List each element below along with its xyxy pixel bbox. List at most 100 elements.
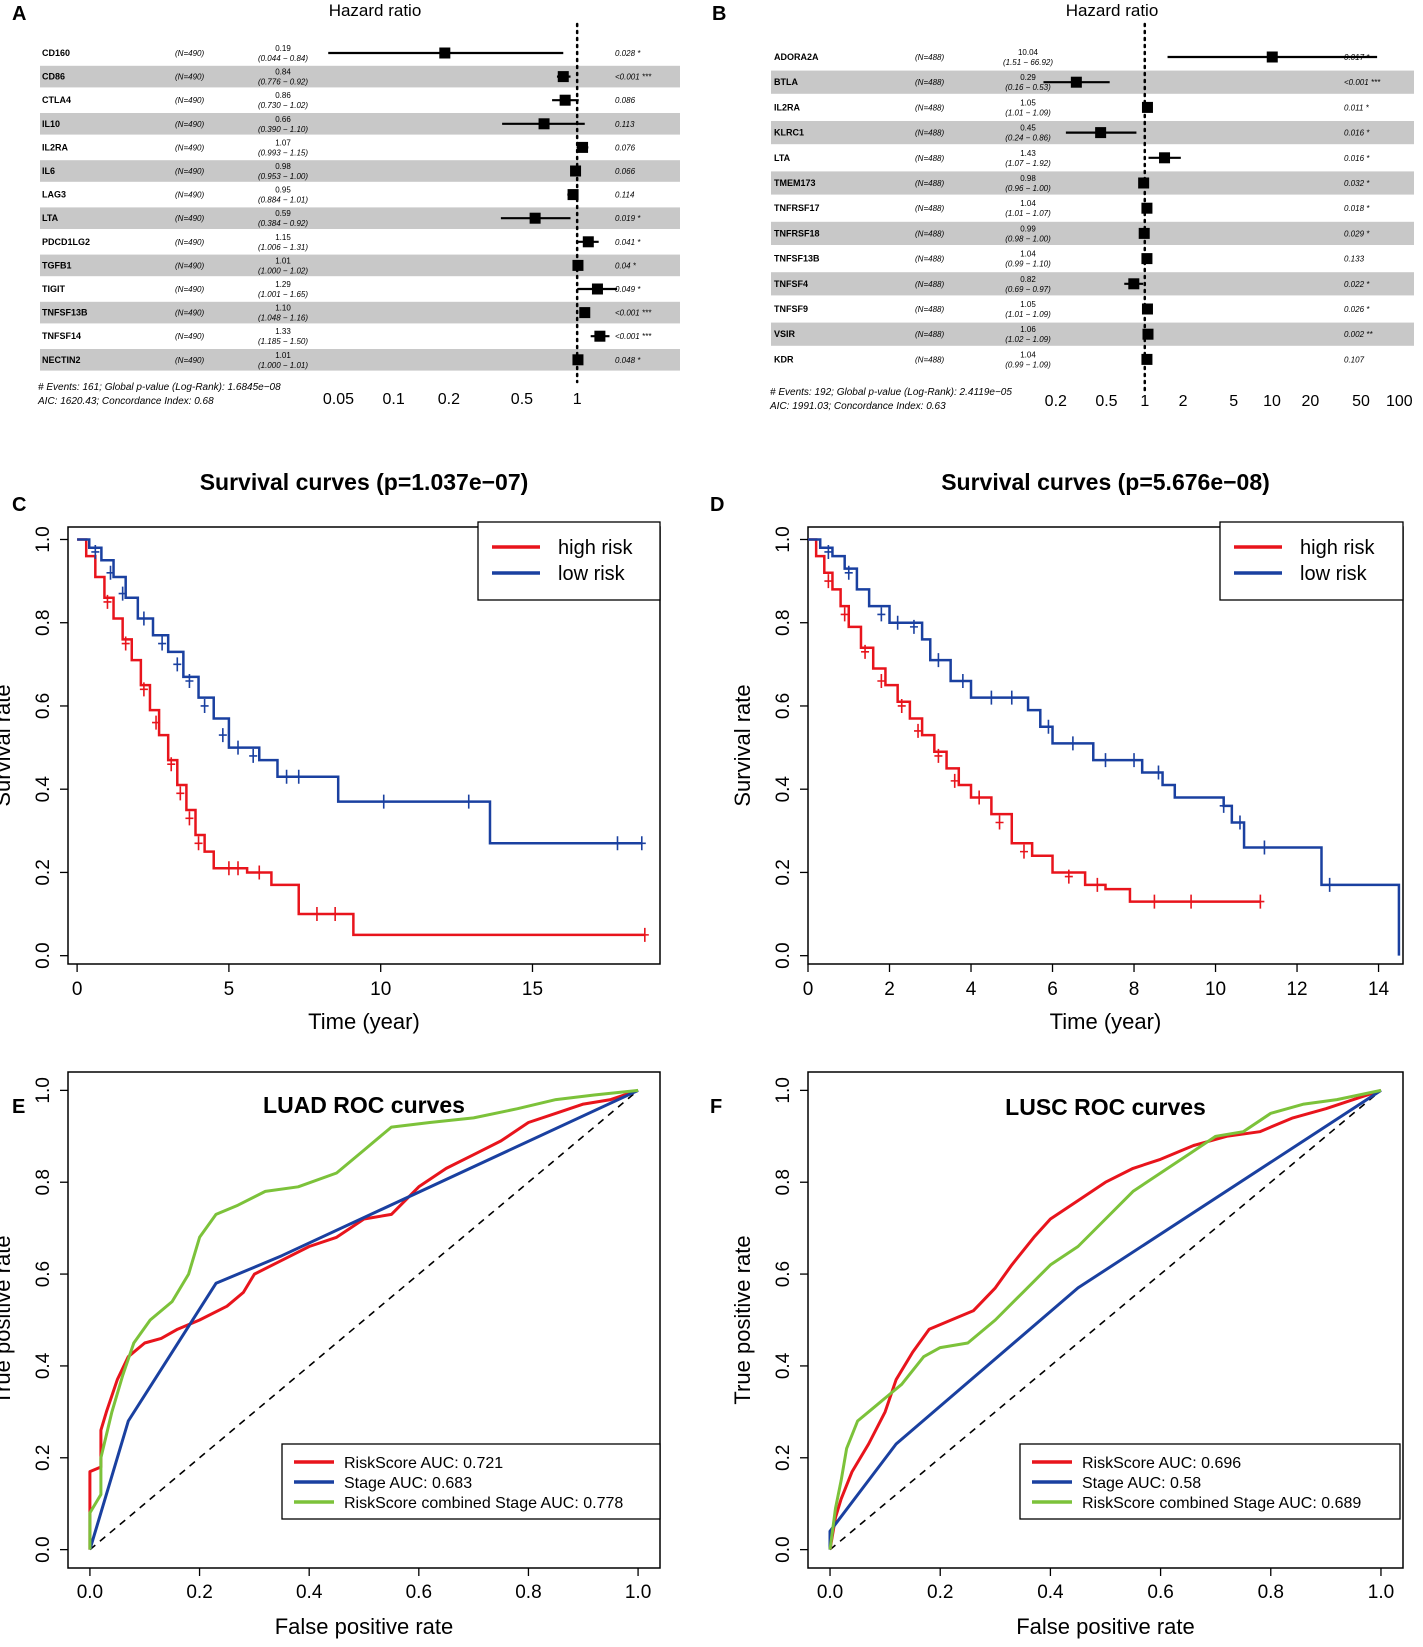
- p-value: 0.113: [615, 120, 635, 129]
- censor-mark: [934, 748, 943, 763]
- series-high-risk: [77, 538, 649, 942]
- x-tick-label: 2: [1179, 393, 1188, 410]
- forest-row: TNFRSF17 (N=488) 1.04(1.01 − 1.07) 0.018 *: [774, 199, 1370, 218]
- x-tick-label: 12: [1286, 979, 1307, 1000]
- n-label: (N=490): [175, 143, 204, 152]
- censor-mark: [1256, 894, 1265, 909]
- legend-label: low risk: [1300, 563, 1368, 585]
- hr-point: [1142, 328, 1154, 340]
- censor-mark: [1187, 894, 1196, 909]
- censor-mark: [1019, 844, 1028, 859]
- ci-value: (1.001 − 1.65): [258, 290, 308, 299]
- gene-label: ADORA2A: [774, 52, 819, 62]
- censor-mark: [1101, 753, 1110, 768]
- x-tick-label: 0.4: [296, 1582, 323, 1603]
- censor-mark: [613, 836, 622, 851]
- legend-label: RiskScore combined Stage AUC: 0.778: [344, 1495, 623, 1512]
- censor-mark: [234, 861, 243, 876]
- censor-mark: [152, 715, 161, 730]
- hr-point: [1095, 127, 1107, 139]
- x-tick-label: 0.6: [406, 1582, 432, 1603]
- x-tick-label: 10: [370, 979, 391, 1000]
- n-label: (N=488): [915, 179, 944, 188]
- censor-mark: [139, 611, 148, 626]
- n-label: (N=488): [915, 255, 944, 264]
- hr-value: 0.66: [275, 115, 291, 124]
- legend: RiskScore AUC: 0.696 Stage AUC: 0.58 RiskS…: [1019, 1443, 1401, 1520]
- p-value: <0.001 ***: [615, 332, 652, 341]
- n-label: (N=488): [915, 280, 944, 289]
- hr-value: 1.43: [1020, 149, 1036, 158]
- hr-value: 10.04: [1018, 48, 1039, 57]
- censor-mark: [1130, 753, 1139, 768]
- forest-row: NECTIN2 (N=490) 1.01(1.000 − 1.01) 0.048 *: [40, 349, 680, 371]
- forest-row: CD86 (N=490) 0.84(0.776 − 0.92) <0.001 ***: [40, 65, 680, 88]
- gene-label: CD160: [42, 48, 70, 58]
- censor-mark: [1219, 798, 1228, 813]
- ci-value: (0.044 − 0.84): [258, 54, 308, 63]
- roc-curve: [828, 1088, 1382, 1550]
- x-tick-label: 10: [1205, 979, 1226, 1000]
- y-tick-label: 1.0: [33, 1077, 54, 1103]
- x-tick-label: 100: [1386, 393, 1413, 410]
- x-tick-label: 20: [1301, 393, 1319, 410]
- x-tick-label: 14: [1368, 979, 1390, 1000]
- n-label: (N=488): [915, 229, 944, 238]
- legend-box: [1219, 521, 1404, 601]
- censor-mark: [173, 657, 182, 672]
- y-tick-label: 0.6: [773, 693, 794, 719]
- forest-row: ADORA2A(N=488)10.04(1.51 − 66.92)0.017 *: [774, 48, 1378, 67]
- x-tick-label: 8: [1129, 979, 1140, 1000]
- censor-mark: [877, 607, 886, 622]
- censor-mark: [176, 786, 185, 801]
- censor-mark: [1093, 877, 1102, 892]
- hr-value: 1.04: [1020, 199, 1036, 208]
- censor-mark: [103, 594, 112, 609]
- legend-label: high risk: [558, 537, 633, 559]
- n-label: (N=488): [915, 204, 944, 213]
- ci-value: (0.384 − 0.92): [258, 219, 308, 228]
- ci-value: (0.993 − 1.15): [258, 148, 308, 157]
- hr-value: 0.82: [1020, 275, 1036, 284]
- x-axis-label: Time (year): [1050, 1009, 1162, 1034]
- plot-frame: [67, 1071, 661, 1569]
- x-tick-label: 0.8: [1258, 1582, 1284, 1603]
- hr-point: [1141, 253, 1153, 265]
- km-plot-c: C Survival curves (p=1.037e−07) 0 5 10 15 0.0 0…: [0, 469, 661, 1034]
- censor-mark: [282, 769, 291, 784]
- x-tick-label: 0.4: [1037, 1582, 1064, 1603]
- x-tick-label: 4: [966, 979, 977, 1000]
- ci-value: (0.24 − 0.86): [1005, 134, 1051, 143]
- hr-point: [529, 212, 541, 224]
- y-tick-label: 0.8: [33, 1169, 54, 1195]
- p-value: 0.002 **: [1344, 330, 1373, 339]
- censor-mark: [914, 723, 923, 738]
- y-tick-label: 0.8: [773, 610, 794, 636]
- ci-value: (0.96 − 1.00): [1005, 184, 1051, 193]
- ci-value: (1.01 − 1.09): [1005, 108, 1051, 117]
- gene-label: PDCD1LG2: [42, 237, 90, 247]
- hr-value: 0.99: [1020, 224, 1036, 233]
- p-value: 0.133: [1344, 255, 1365, 264]
- censor-mark: [893, 615, 902, 630]
- censor-mark: [194, 836, 203, 851]
- n-label: (N=490): [175, 214, 204, 223]
- x-tick-label: 15: [522, 979, 543, 1000]
- y-tick-label: 0.2: [33, 859, 54, 885]
- y-tick-label: 0.6: [33, 1261, 54, 1287]
- x-tick-label: 0.6: [1147, 1582, 1173, 1603]
- p-value: 0.114: [615, 191, 635, 200]
- censor-mark: [1260, 840, 1269, 855]
- gene-label: TMEM173: [774, 178, 816, 188]
- panel-label: E: [12, 1096, 25, 1118]
- n-label: (N=488): [915, 154, 944, 163]
- censor-mark: [91, 544, 100, 559]
- ci-value: (1.000 − 1.01): [258, 361, 308, 370]
- censor-mark: [987, 690, 996, 705]
- hr-point: [1159, 152, 1171, 164]
- ci-value: (0.390 − 1.10): [258, 125, 308, 134]
- legend-label: RiskScore combined Stage AUC: 0.689: [1082, 1495, 1361, 1512]
- forest-row: TNFSF4 (N=488) 0.82(0.69 − 0.97) 0.022 *: [771, 272, 1414, 296]
- censor-mark: [121, 636, 130, 651]
- n-label: (N=490): [175, 191, 204, 200]
